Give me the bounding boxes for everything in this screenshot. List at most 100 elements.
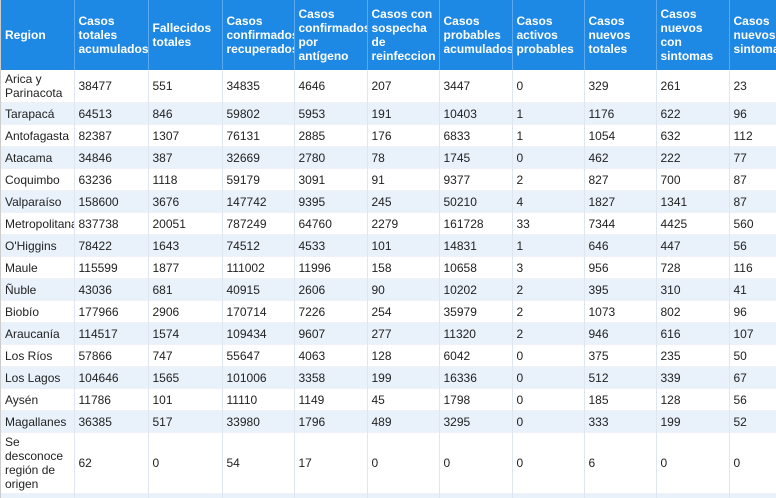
- value-cell: 115599: [74, 256, 149, 279]
- value-cell: 6042: [439, 344, 513, 367]
- value-cell: 41: [729, 278, 776, 301]
- value-cell: 616: [656, 322, 730, 345]
- region-cell: Coquimbo: [1, 168, 75, 191]
- value-cell: 1054: [584, 124, 657, 147]
- column-header: Casos probables acumulados: [439, 0, 513, 70]
- column-header: Casos activos probables: [512, 0, 585, 70]
- table-row: Magallanes 36385 517 33980 1796 489 3295 0 333 19…: [1, 410, 776, 433]
- value-cell: 3091: [294, 168, 368, 191]
- table-row: Metropolitana 837738 20051 787249 64760 2279 1…: [1, 212, 776, 235]
- value-cell: 3358: [294, 366, 368, 389]
- column-header: Region: [1, 0, 75, 70]
- value-cell: 802: [656, 300, 730, 323]
- value-cell: 101: [148, 388, 223, 411]
- value-cell: 77: [729, 146, 776, 169]
- value-cell: 956: [584, 256, 657, 279]
- value-cell: 0: [729, 432, 776, 494]
- value-cell: 0: [512, 366, 585, 389]
- value-cell: 681: [148, 278, 223, 301]
- value-cell: 64760: [294, 212, 368, 235]
- value-cell: 2: [512, 278, 585, 301]
- value-cell: 700: [656, 168, 730, 191]
- value-cell: 10658: [439, 256, 513, 279]
- value-cell: 158: [367, 256, 440, 279]
- column-header: Casos totales acumulados: [74, 0, 149, 70]
- value-cell: 827: [584, 168, 657, 191]
- value-cell: 11786: [74, 388, 149, 411]
- value-cell: 9377: [439, 168, 513, 191]
- value-cell: 1118: [148, 168, 223, 191]
- table-row: Total20200823954719059811398615008354204…: [1, 493, 776, 498]
- value-cell: 43036: [74, 278, 149, 301]
- value-cell: 87: [729, 190, 776, 213]
- value-cell: 63236: [74, 168, 149, 191]
- value-cell: 2: [512, 322, 585, 345]
- value-cell: 170714: [222, 300, 295, 323]
- table-row: Valparaíso 158600 3676 147742 9395 245 50210 4 1…: [1, 190, 776, 213]
- value-cell: 4063: [294, 344, 368, 367]
- value-cell: 87: [729, 168, 776, 191]
- value-cell: 176: [367, 124, 440, 147]
- value-cell: 310: [656, 278, 730, 301]
- region-cell: Tarapacá: [1, 102, 75, 125]
- value-cell: 114517: [74, 322, 149, 345]
- value-cell: 34835: [222, 70, 295, 103]
- value-cell: 2606: [294, 278, 368, 301]
- value-cell: 12007: [656, 493, 730, 498]
- value-cell: 52: [729, 410, 776, 433]
- value-cell: 16336: [439, 366, 513, 389]
- value-cell: 5008: [367, 493, 440, 498]
- value-cell: 4: [512, 190, 585, 213]
- value-cell: 3: [512, 256, 585, 279]
- value-cell: 11110: [222, 388, 295, 411]
- value-cell: 1798: [439, 388, 513, 411]
- value-cell: 2279: [367, 212, 440, 235]
- value-cell: 1574: [148, 322, 223, 345]
- value-cell: 462: [584, 146, 657, 169]
- value-cell: 9607: [294, 322, 368, 345]
- value-cell: 111002: [222, 256, 295, 279]
- column-header: Casos confirmados por antígeno: [294, 0, 368, 70]
- value-cell: 329: [584, 70, 657, 103]
- value-cell: 96: [729, 300, 776, 323]
- value-cell: 20051: [148, 212, 223, 235]
- table-row: Antofagasta 82387 1307 76131 2885 176 6833 1 105…: [1, 124, 776, 147]
- value-cell: 191: [367, 102, 440, 125]
- value-cell: 11320: [439, 322, 513, 345]
- value-cell: 235: [656, 344, 730, 367]
- value-cell: 1683: [729, 493, 776, 498]
- value-cell: 91: [367, 168, 440, 191]
- value-cell: 3295: [439, 410, 513, 433]
- value-cell: 17: [294, 432, 368, 494]
- value-cell: 787249: [222, 212, 295, 235]
- value-cell: 62: [74, 432, 149, 494]
- header-row: Region Casos totales acumulados Fallecidos…: [1, 0, 776, 70]
- value-cell: 56: [729, 388, 776, 411]
- value-cell: 14831: [439, 234, 513, 257]
- table-row: Coquimbo 63236 1118 59179 3091 91 9377 2 827 700 8…: [1, 168, 776, 191]
- table-row: Maule 115599 1877 111002 11996 158 10658 3 956 72…: [1, 256, 776, 279]
- column-header: Casos nuevos sintomas: [729, 0, 776, 70]
- value-cell: 74512: [222, 234, 295, 257]
- value-cell: 517: [148, 410, 223, 433]
- value-cell: 2: [512, 300, 585, 323]
- value-cell: 2885: [294, 124, 368, 147]
- value-cell: 34846: [74, 146, 149, 169]
- region-cell: Aysén: [1, 388, 75, 411]
- value-cell: 2: [512, 168, 585, 191]
- value-cell: 33980: [222, 410, 295, 433]
- value-cell: 6833: [439, 124, 513, 147]
- value-cell: 632: [656, 124, 730, 147]
- value-cell: 55647: [222, 344, 295, 367]
- value-cell: 489: [367, 410, 440, 433]
- value-cell: 1: [512, 102, 585, 125]
- value-cell: 4425: [656, 212, 730, 235]
- value-cell: 199: [656, 410, 730, 433]
- value-cell: 207: [367, 70, 440, 103]
- value-cell: 23: [729, 70, 776, 103]
- value-cell: 54: [222, 432, 295, 494]
- value-cell: 0: [367, 432, 440, 494]
- value-cell: 846: [148, 102, 223, 125]
- value-cell: 387: [148, 146, 223, 169]
